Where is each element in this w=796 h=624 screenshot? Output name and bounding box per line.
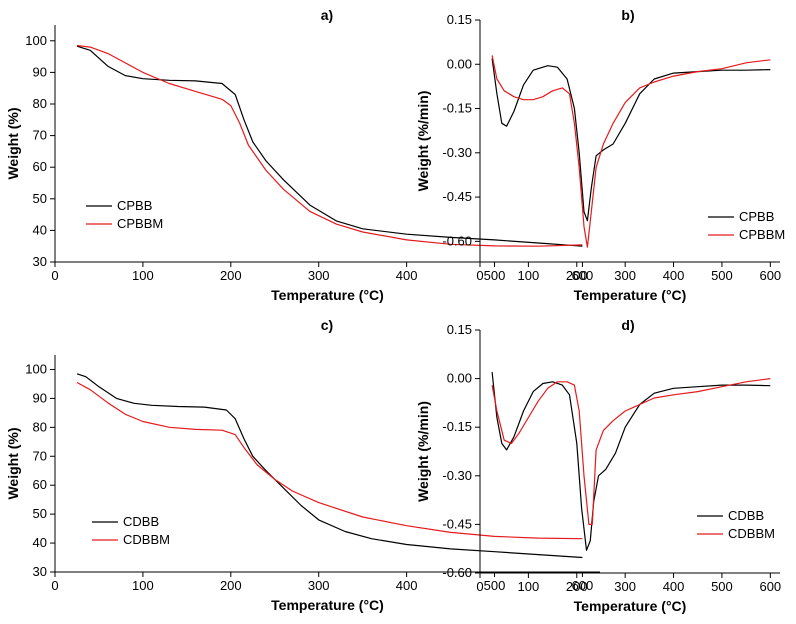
y-tick-label: -0.15 — [442, 419, 472, 434]
legend-label: CPBBM — [117, 216, 163, 231]
y-tick-label: -0.45 — [442, 516, 472, 531]
x-tick-label: 600 — [572, 578, 594, 593]
panel-title: a) — [321, 7, 333, 23]
x-tick-label: 400 — [396, 578, 418, 593]
y-tick-label: 60 — [33, 159, 47, 174]
panel-title: b) — [621, 7, 634, 23]
x-tick-label: 200 — [220, 268, 242, 283]
x-tick-label: 500 — [711, 579, 733, 594]
legend-label: CDBB — [123, 514, 159, 529]
y-tick-label: 100 — [25, 33, 47, 48]
x-tick-label: 500 — [711, 268, 733, 283]
y-tick-label: 0.15 — [447, 12, 472, 27]
series-line-cpbb — [491, 58, 771, 222]
x-tick-label: 400 — [663, 268, 685, 283]
legend-label: CDBBM — [728, 526, 775, 541]
x-tick-label: 100 — [518, 268, 540, 283]
panel-title: d) — [621, 317, 634, 333]
x-tick-label: 600 — [759, 268, 781, 283]
x-tick-label: 500 — [484, 268, 506, 283]
x-axis-title: Temperature (°C) — [574, 598, 687, 614]
x-tick-label: 600 — [572, 268, 594, 283]
y-axis-title: Weight (%) — [5, 427, 21, 499]
x-axis-title: Temperature (°C) — [271, 287, 384, 303]
y-tick-label: 0.00 — [447, 56, 472, 71]
x-tick-label: 0 — [476, 268, 483, 283]
legend-label: CPBBM — [739, 227, 785, 242]
x-tick-label: 300 — [614, 268, 636, 283]
panel-c: c) 0 100 200 300 400 500 600 30 40 50 60 70 80 90 100 Te… — [5, 317, 600, 613]
x-tick-label: 0 — [51, 578, 58, 593]
y-tick-label: 50 — [33, 506, 47, 521]
series-line-cpbbm — [491, 55, 771, 248]
legend-label: CPBB — [739, 209, 774, 224]
x-tick-label: 300 — [614, 579, 636, 594]
x-tick-label: 400 — [396, 268, 418, 283]
x-tick-label: 400 — [663, 579, 685, 594]
y-tick-label: 60 — [33, 477, 47, 492]
y-tick-label: -0.30 — [442, 145, 472, 160]
panel-b: b) 0 100 200 300 400 500 600 0.15 0.00 -0.15 -0.30 -… — [415, 7, 785, 303]
y-tick-label: 0.15 — [447, 322, 472, 337]
series-line-cdbb — [491, 372, 771, 551]
y-tick-label: 30 — [33, 254, 47, 269]
y-tick-label: 90 — [33, 390, 47, 405]
legend-label: CDBB — [728, 508, 764, 523]
x-axis-title: Temperature (°C) — [271, 597, 384, 613]
y-tick-label: 50 — [33, 191, 47, 206]
panel-a: a) 0 100 200 300 400 500 600 30 40 50 60 70 80 90 100 Te… — [5, 7, 600, 303]
y-tick-label: -0.60 — [442, 233, 472, 248]
x-tick-label: 200 — [220, 578, 242, 593]
y-tick-label: 80 — [33, 419, 47, 434]
y-tick-label: 30 — [33, 564, 47, 579]
y-axis-title: Weight (%/min) — [415, 91, 431, 192]
x-tick-label: 200 — [566, 268, 588, 283]
x-tick-label: 0 — [476, 579, 483, 594]
y-tick-label: 40 — [33, 222, 47, 237]
x-tick-label: 300 — [308, 268, 330, 283]
y-tick-label: 80 — [33, 96, 47, 111]
x-tick-label: 500 — [484, 578, 506, 593]
y-tick-label: -0.15 — [442, 101, 472, 116]
y-tick-label: 70 — [33, 128, 47, 143]
x-tick-label: 300 — [308, 578, 330, 593]
y-tick-label: 100 — [25, 361, 47, 376]
x-tick-label: 100 — [518, 579, 540, 594]
panel-d: d) 0 100 200 300 400 500 600 0.15 0.00 -0.15 -0.30 -… — [415, 317, 781, 614]
x-tick-label: 200 — [566, 579, 588, 594]
legend-label: CDBBM — [123, 532, 170, 547]
y-axis-title: Weight (%/min) — [415, 401, 431, 502]
y-tick-label: -0.30 — [442, 468, 472, 483]
y-axis-title: Weight (%) — [5, 107, 21, 179]
series-line-cpbbm — [76, 44, 583, 247]
y-tick-label: -0.60 — [442, 565, 472, 580]
series-line-cpbb — [76, 45, 583, 247]
x-tick-label: 0 — [51, 268, 58, 283]
y-tick-label: 0.00 — [447, 371, 472, 386]
x-tick-label: 100 — [132, 578, 154, 593]
x-tick-label: 600 — [759, 579, 781, 594]
x-axis-title: Temperature (°C) — [574, 287, 687, 303]
panel-title: c) — [321, 317, 333, 333]
series-line-cdbbm — [76, 381, 583, 540]
y-tick-label: -0.45 — [442, 189, 472, 204]
legend-label: CPBB — [117, 198, 152, 213]
y-tick-label: 90 — [33, 64, 47, 79]
y-tick-label: 40 — [33, 535, 47, 550]
x-tick-label: 100 — [132, 268, 154, 283]
series-line-cdbb — [76, 373, 583, 559]
y-tick-label: 70 — [33, 448, 47, 463]
series-line-cdbbm — [491, 378, 771, 525]
